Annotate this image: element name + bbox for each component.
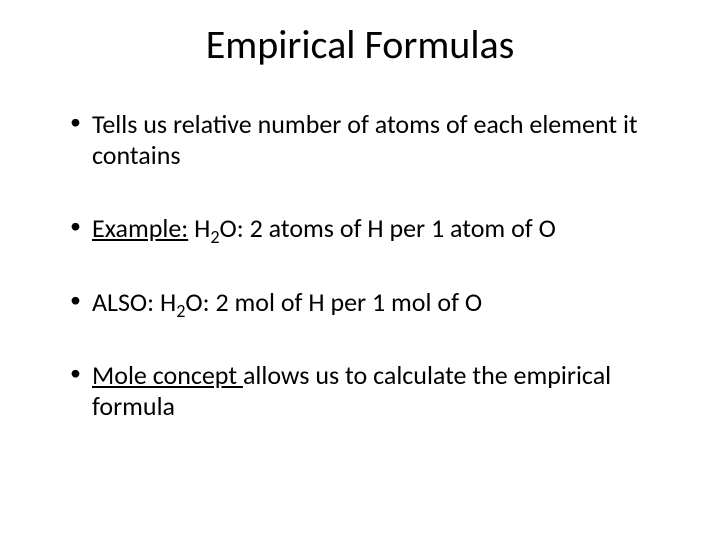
formula-post-3: O	[185, 286, 202, 318]
bullet-item-3: ALSO: H2O: 2 mol of H per 1 mol of O	[70, 287, 680, 318]
bullet-item-4: Mole concept allows us to calculate the …	[70, 360, 680, 422]
formula-post-2: O	[220, 212, 237, 244]
bullet-text-1: Tells us relative number of atoms of eac…	[92, 108, 638, 171]
bullet-list: Tells us relative number of atoms of eac…	[40, 109, 680, 422]
bullet-prefix-2: Example:	[92, 212, 188, 244]
bullet-suffix-2: : 2 atoms of H per 1 atom of O	[237, 212, 556, 244]
formula-pre-3: H	[160, 286, 176, 318]
bullet-prefix-3: ALSO:	[92, 286, 160, 318]
bullet-item-2: Example: H2O: 2 atoms of H per 1 atom of…	[70, 213, 680, 244]
bullet-suffix-3: : 2 mol of H per 1 mol of O	[203, 286, 482, 318]
formula-sub-2: 2	[210, 227, 219, 249]
slide-title: Empirical Formulas	[40, 20, 680, 69]
slide-container: Empirical Formulas Tells us relative num…	[0, 0, 720, 540]
formula-pre-2: H	[194, 212, 210, 244]
bullet-underline-4: Mole concept	[92, 359, 243, 391]
bullet-item-1: Tells us relative number of atoms of eac…	[70, 109, 680, 171]
